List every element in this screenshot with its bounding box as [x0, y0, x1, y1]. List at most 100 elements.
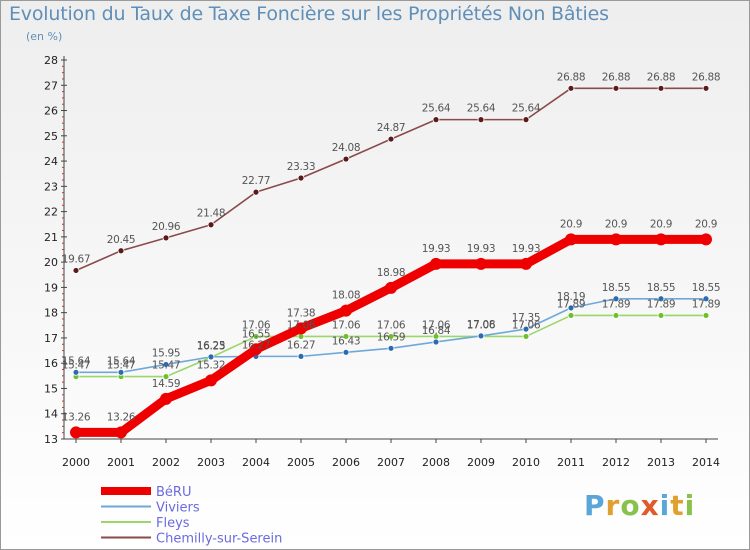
data-point — [250, 343, 262, 356]
data-point — [162, 234, 170, 242]
data-label: 20.9 — [560, 218, 582, 230]
x-tick-label: 2009 — [467, 456, 495, 469]
data-label: 23.33 — [287, 161, 316, 173]
data-label: 17.06 — [422, 319, 451, 331]
data-label: 22.77 — [242, 175, 271, 187]
data-point — [702, 295, 710, 303]
y-tick-label: 20 — [44, 256, 58, 269]
data-point — [162, 373, 170, 380]
data-point — [567, 312, 575, 319]
data-point — [432, 338, 440, 346]
data-label: 26.88 — [692, 71, 721, 83]
x-tick-label: 2013 — [647, 456, 675, 469]
data-label: 20.45 — [107, 234, 136, 246]
data-point — [252, 333, 260, 340]
data-point — [115, 426, 127, 439]
x-tick-label: 2007 — [377, 456, 405, 469]
data-label: 13.26 — [107, 411, 136, 423]
x-tick-label: 2012 — [602, 456, 630, 469]
data-point — [702, 312, 710, 319]
data-label: 25.64 — [512, 103, 541, 115]
data-point — [612, 84, 620, 92]
data-point — [207, 221, 215, 229]
data-label: 15.47 — [152, 360, 181, 372]
data-point — [432, 116, 440, 124]
y-tick-label: 16 — [44, 357, 58, 370]
data-label: 16.84 — [422, 325, 451, 337]
data-point — [252, 188, 260, 196]
data-label: 15.47 — [62, 360, 91, 372]
data-point — [522, 116, 530, 124]
data-point — [700, 233, 712, 246]
data-point — [567, 84, 575, 92]
data-label: 15.95 — [152, 347, 181, 359]
chart-title: Evolution du Taux de Taxe Foncière sur l… — [9, 3, 609, 25]
data-label: 25.64 — [422, 103, 451, 115]
data-label: 17.89 — [557, 298, 586, 310]
data-label: 15.64 — [107, 355, 136, 367]
data-label: 18.55 — [602, 282, 631, 294]
y-tick-label: 21 — [44, 231, 58, 244]
data-label: 25.64 — [467, 103, 496, 115]
data-label: 26.88 — [602, 71, 631, 83]
data-point — [567, 304, 575, 312]
data-label: 20.9 — [605, 218, 627, 230]
data-point — [297, 174, 305, 182]
legend-label: Chemilly-sur-Serein — [156, 532, 282, 547]
x-tick-label: 2002 — [152, 456, 180, 469]
data-label: 17.89 — [602, 298, 631, 310]
x-tick-label: 2006 — [332, 456, 360, 469]
data-point — [117, 368, 125, 376]
y-tick-label: 22 — [44, 206, 58, 219]
data-label: 18.55 — [692, 282, 721, 294]
data-label: 17.06 — [287, 319, 316, 331]
y-tick-label: 26 — [44, 105, 58, 118]
data-label: 19.67 — [62, 253, 91, 265]
data-label: 17.35 — [512, 312, 541, 324]
y-tick-label: 23 — [44, 180, 58, 193]
data-label: 17.06 — [377, 319, 406, 331]
data-point — [72, 368, 80, 376]
proxiti-logo: Proxiti — [584, 489, 695, 522]
data-label: 17.06 — [242, 319, 271, 331]
logo-letter: P — [584, 489, 606, 522]
logo-letter: t — [670, 489, 685, 522]
data-label: 18.55 — [647, 282, 676, 294]
data-label: 17.89 — [647, 298, 676, 310]
data-point — [657, 295, 665, 303]
data-label: 19.93 — [467, 243, 496, 255]
data-point — [160, 392, 172, 405]
logo-letter: r — [605, 489, 621, 522]
data-point — [387, 135, 395, 143]
y-tick-label: 17 — [44, 332, 58, 345]
y-tick-label: 25 — [44, 130, 58, 143]
data-point — [387, 333, 395, 340]
data-point — [205, 374, 217, 387]
data-point — [72, 267, 80, 274]
data-point — [522, 333, 530, 340]
data-point — [342, 348, 350, 356]
data-point — [340, 304, 352, 317]
data-point — [162, 361, 170, 368]
data-point — [657, 84, 665, 92]
data-point — [295, 322, 307, 335]
legend-label: Fleys — [156, 516, 190, 531]
data-label: 15.64 — [62, 355, 91, 367]
data-label: 17.08 — [467, 319, 496, 331]
data-point — [342, 333, 350, 340]
x-tick-label: 2003 — [197, 456, 225, 469]
legend-label: BéRU — [156, 485, 191, 500]
x-tick-label: 2014 — [692, 456, 720, 469]
data-label: 20.9 — [695, 218, 717, 230]
data-label: 15.47 — [107, 360, 136, 372]
data-point — [610, 233, 622, 246]
x-tick-label: 2010 — [512, 456, 540, 469]
data-point — [70, 426, 82, 439]
data-point — [207, 353, 215, 361]
data-label: 17.06 — [467, 319, 496, 331]
data-point — [702, 84, 710, 92]
data-label: 19.93 — [512, 243, 541, 255]
data-point — [655, 233, 667, 246]
data-point — [612, 312, 620, 319]
